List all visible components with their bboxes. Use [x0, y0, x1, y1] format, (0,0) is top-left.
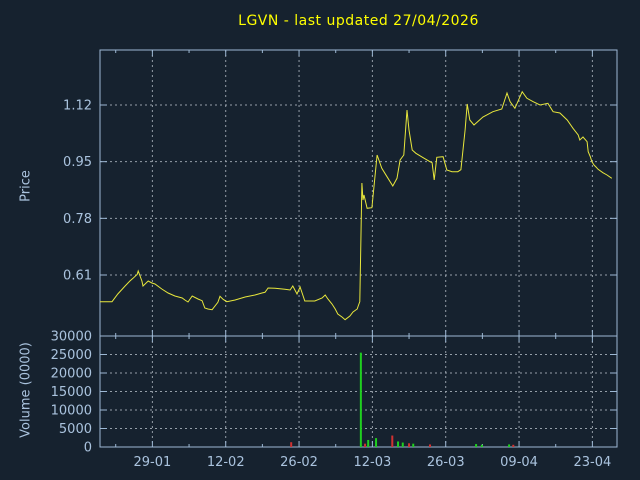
y-tick-label: 30000 — [51, 330, 92, 345]
y-tick-label: 5000 — [59, 422, 92, 437]
volume-bar — [290, 442, 293, 447]
volume-bar — [429, 444, 431, 447]
y-tick-label: 0.61 — [63, 269, 92, 284]
y-tick-label: 0.95 — [63, 155, 92, 170]
volume-bar — [375, 438, 378, 447]
panel-border — [99, 335, 618, 448]
x-tick-label: 23-04 — [573, 455, 611, 470]
volume-bar — [364, 443, 367, 447]
y-tick-label: 1.12 — [63, 99, 92, 114]
y-tick-label: 20000 — [51, 367, 92, 382]
chart-title: LGVN - last updated 27/04/2026 — [238, 13, 479, 29]
volume-bar — [397, 441, 400, 447]
x-tick-label: 26-02 — [280, 455, 318, 470]
volume-bar — [480, 444, 483, 447]
x-tick-label: 12-02 — [207, 455, 245, 470]
x-tick-label: 26-03 — [427, 455, 465, 470]
panel-border — [99, 49, 618, 337]
y-tick-label: 0.78 — [63, 212, 92, 227]
y-tick-label: 0 — [84, 441, 92, 456]
volume-bar — [508, 444, 511, 447]
y-tick-label: 10000 — [51, 404, 92, 419]
volume-bar — [412, 443, 415, 447]
volume-bar — [512, 444, 515, 447]
price-line — [100, 90, 613, 321]
volume-bar — [391, 435, 394, 447]
volume-bar — [367, 439, 370, 447]
volume-bar — [408, 443, 411, 447]
x-tick-label: 29-01 — [133, 455, 171, 470]
volume-bar — [401, 442, 404, 447]
volume-bar — [475, 444, 478, 447]
x-tick-label: 12-03 — [353, 455, 391, 470]
x-tick-label: 09-04 — [500, 455, 538, 470]
volume-bar — [359, 352, 362, 447]
y-tick-label: 15000 — [51, 385, 92, 400]
y-tick-label: 25000 — [51, 348, 92, 363]
